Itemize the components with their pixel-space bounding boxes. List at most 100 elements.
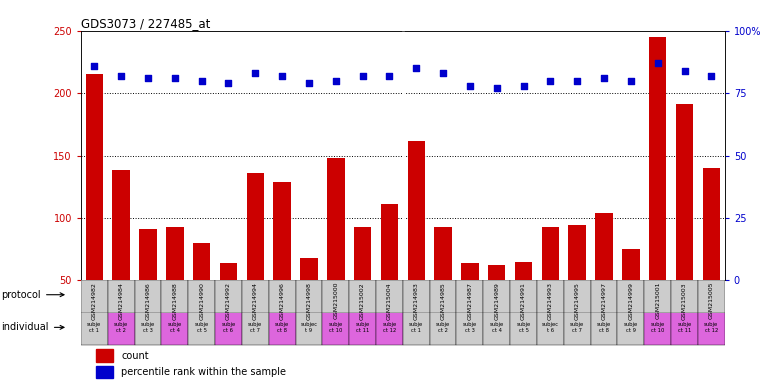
Point	[625, 78, 637, 84]
Bar	[220, 263, 237, 343]
Bar	[108, 280, 135, 313]
Bar	[402, 280, 429, 313]
Bar	[108, 310, 135, 345]
Text: subje
ct 12: subje ct 12	[382, 322, 396, 333]
Bar	[96, 366, 113, 378]
Point	[463, 83, 476, 89]
Point	[490, 85, 503, 91]
Text: GSM214986: GSM214986	[146, 282, 150, 320]
Bar	[618, 280, 645, 313]
Bar	[81, 282, 402, 308]
Bar	[295, 310, 322, 345]
Point	[517, 83, 530, 89]
Point	[196, 78, 208, 84]
Bar	[434, 227, 452, 343]
Point	[356, 73, 369, 79]
Point	[410, 65, 423, 71]
Text: GSM214985: GSM214985	[440, 282, 446, 320]
Bar	[402, 310, 429, 345]
Text: GSM215003: GSM215003	[682, 282, 687, 319]
Bar	[649, 37, 666, 343]
Text: GSM214993: GSM214993	[548, 282, 553, 320]
Bar	[269, 310, 295, 345]
Text: subje
ct 11: subje ct 11	[678, 322, 692, 333]
Text: protocol: protocol	[2, 290, 64, 300]
Text: GSM214998: GSM214998	[306, 282, 311, 320]
Point	[330, 78, 342, 84]
Bar	[354, 227, 372, 343]
Point	[651, 60, 664, 66]
Text: subje
ct 1: subje ct 1	[409, 322, 423, 333]
Text: count: count	[121, 351, 149, 361]
Bar	[671, 280, 698, 313]
Point	[169, 75, 181, 81]
Bar	[429, 310, 456, 345]
Bar	[510, 280, 537, 313]
Bar	[135, 280, 161, 313]
Point	[115, 73, 127, 79]
Bar	[429, 280, 456, 313]
Bar	[161, 280, 188, 313]
Bar	[461, 263, 479, 343]
Bar	[86, 74, 103, 343]
Point	[303, 80, 315, 86]
Bar	[113, 170, 130, 343]
Bar	[166, 227, 183, 343]
Bar	[456, 310, 483, 345]
Text: subjec
t 6: subjec t 6	[542, 322, 559, 333]
Text: subje
ct 8: subje ct 8	[597, 322, 611, 333]
Bar	[618, 310, 645, 345]
Text: subjec
t 9: subjec t 9	[301, 322, 318, 333]
Text: subje
ct 4: subje ct 4	[490, 322, 504, 333]
Text: subje
ct 2: subje ct 2	[436, 322, 450, 333]
Bar	[408, 141, 425, 343]
Text: subje
ct 5: subje ct 5	[517, 322, 530, 333]
Text: GSM214996: GSM214996	[280, 282, 284, 320]
Bar	[591, 280, 618, 313]
Bar	[96, 349, 113, 362]
Point	[222, 80, 234, 86]
Bar	[591, 310, 618, 345]
Bar	[645, 280, 671, 313]
Bar	[510, 310, 537, 345]
Text: GSM215005: GSM215005	[709, 282, 714, 319]
Bar	[193, 243, 210, 343]
Text: subje
ct 10: subje ct 10	[328, 322, 343, 333]
Bar	[564, 310, 591, 345]
Text: GSM214990: GSM214990	[199, 282, 204, 320]
Text: subje
ct 1: subje ct 1	[87, 322, 102, 333]
Bar	[402, 282, 725, 308]
Point	[88, 63, 100, 69]
Bar	[161, 310, 188, 345]
Bar	[376, 310, 402, 345]
Bar	[537, 310, 564, 345]
Bar	[322, 310, 349, 345]
Bar	[645, 310, 671, 345]
Text: subje
ct 6: subje ct 6	[221, 322, 236, 333]
Text: before exercise: before exercise	[202, 289, 282, 299]
Bar	[327, 158, 345, 343]
Bar	[568, 225, 586, 343]
Point	[571, 78, 584, 84]
Bar	[515, 262, 532, 343]
Text: GSM214989: GSM214989	[494, 282, 500, 320]
Text: GSM215001: GSM215001	[655, 282, 660, 319]
Bar	[81, 280, 108, 313]
Text: GSM215004: GSM215004	[387, 282, 392, 319]
Text: GSM214995: GSM214995	[574, 282, 580, 320]
Bar	[537, 280, 564, 313]
Text: subje
ct 11: subje ct 11	[355, 322, 370, 333]
Bar	[242, 310, 269, 345]
Point	[705, 73, 718, 79]
Bar	[242, 280, 269, 313]
Bar	[300, 258, 318, 343]
Bar	[676, 104, 693, 343]
Text: GSM214983: GSM214983	[414, 282, 419, 320]
Text: after exercise: after exercise	[528, 289, 599, 299]
Point	[276, 73, 288, 79]
Text: subje
ct 4: subje ct 4	[168, 322, 182, 333]
Text: subje
ct 12: subje ct 12	[704, 322, 719, 333]
Bar	[349, 310, 376, 345]
Bar	[564, 280, 591, 313]
Text: GSM214987: GSM214987	[467, 282, 473, 320]
